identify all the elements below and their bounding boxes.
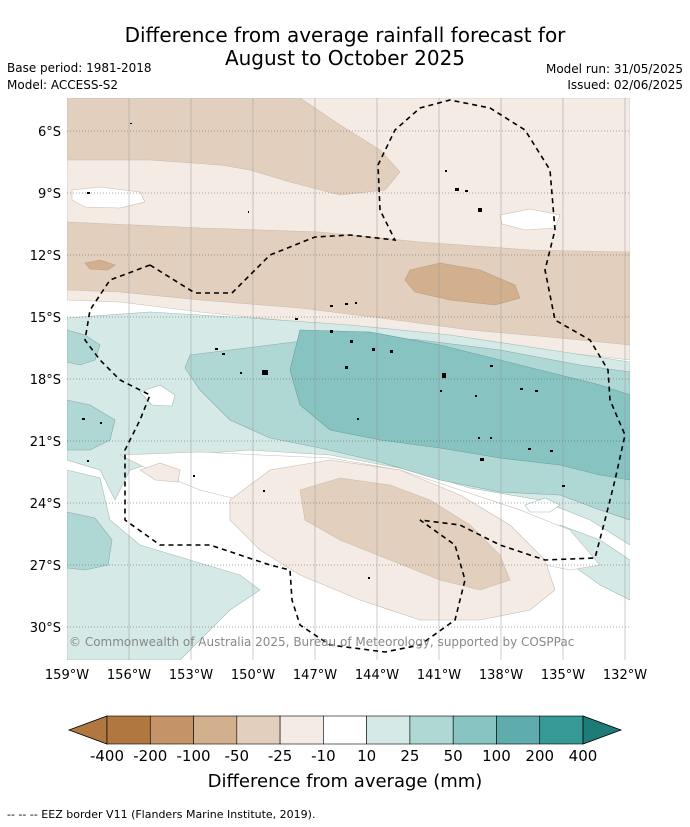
colorbar-tick-label: 50: [444, 747, 463, 765]
colorbar-tick-label: -10: [311, 747, 336, 765]
latitude-labels: 6°S 9°S 12°S 15°S 18°S 21°S 24°S 27°S 30…: [30, 125, 61, 636]
contour-neutral-north-west: [71, 186, 146, 209]
colorbar-tick-label: -200: [133, 747, 167, 765]
colorbar-tick-label: 25: [400, 747, 419, 765]
colorbar-segment: [452, 715, 497, 745]
colorbar-segment: [539, 715, 584, 745]
colorbar-segment: [106, 715, 151, 745]
lon-label: 153°W: [169, 668, 213, 683]
colorbar-tick-label: -25: [268, 747, 293, 765]
colorbar-tick-label: -400: [90, 747, 124, 765]
colorbar-segment: [409, 715, 454, 745]
colorbar-extend-high: [582, 715, 623, 745]
contour-neutral-2: [524, 497, 561, 513]
lon-label: 144°W: [355, 668, 399, 683]
gridlines: [67, 98, 630, 660]
lat-label: 18°S: [30, 373, 61, 388]
title-line-1: Difference from average rainfall forecas…: [124, 23, 566, 47]
lat-label: 30°S: [30, 621, 61, 636]
colorbar-tick-label: -100: [177, 747, 211, 765]
colorbar-tick-label: 10: [357, 747, 376, 765]
colorbar-tick-label: 100: [482, 747, 511, 765]
map-title: Difference from average rainfall forecas…: [0, 24, 690, 70]
colorbar-segment: [193, 715, 238, 745]
colorbar-tick-label: -50: [225, 747, 250, 765]
map-panel: © Commonwealth of Australia 2025, Bureau…: [67, 98, 630, 660]
contour-dry-patch: [404, 262, 521, 306]
colorbar-extend-low: [67, 715, 108, 745]
colorbar-tick-label: 200: [525, 747, 554, 765]
lon-label: 132°W: [603, 668, 647, 683]
colorbar-segment: [366, 715, 411, 745]
lat-label: 24°S: [30, 497, 61, 512]
lon-label: 150°W: [231, 668, 275, 683]
eez-border-french-polynesia: [149, 99, 626, 653]
base-period: Base period: 1981-2018: [7, 61, 152, 75]
lat-label: 12°S: [30, 249, 61, 264]
colorbar-segment: [279, 715, 324, 745]
lat-label: 6°S: [38, 125, 61, 140]
model-name: Model: ACCESS-S2: [7, 78, 119, 92]
issued-date: Issued: 02/06/2025: [567, 78, 683, 92]
contour-wet-strong: [289, 329, 630, 481]
lat-label: 27°S: [30, 559, 61, 574]
colorbar-title: Difference from average (mm): [207, 771, 483, 792]
contour-wet-medium-sw: [67, 399, 116, 451]
lat-label: 21°S: [30, 435, 61, 450]
colorbar-segment: [496, 715, 541, 745]
lon-label: 135°W: [541, 668, 585, 683]
colorbar-segment: [323, 715, 367, 745]
footer-note: -- -- -- EEZ border V11 (Flanders Marine…: [7, 808, 316, 821]
copyright-notice: © Commonwealth of Australia 2025, Bureau…: [69, 635, 574, 649]
colorbar-tick-label: 400: [569, 747, 598, 765]
colorbar-labels: -400 -200 -100 -50 -25 -10 10 25 50 100 200 400: [90, 747, 597, 765]
title-line-2: August to October 2025: [224, 46, 466, 70]
contour-wet-medium-south: [67, 511, 113, 571]
model-run: Model run: 31/05/2025: [545, 62, 683, 76]
colorbar-segment: [149, 715, 194, 745]
contour-dry-south: [299, 477, 511, 591]
lon-label: 147°W: [293, 668, 337, 683]
lon-label: 141°W: [417, 668, 461, 683]
longitude-labels: 159°W 156°W 153°W 150°W 147°W 144°W 141°…: [45, 668, 647, 683]
contour-wet-medium-west: [67, 329, 101, 366]
lon-label: 138°W: [479, 668, 523, 683]
islands: [82, 123, 565, 579]
contour-dry-small-west: [139, 462, 181, 483]
contour-dry-band-top: [67, 98, 401, 196]
rainfall-map: © Commonwealth of Australia 2025, Bureau…: [30, 98, 647, 765]
lat-label: 9°S: [38, 187, 61, 202]
colorbar: [67, 715, 623, 745]
contour-dry-small: [84, 259, 116, 271]
contour-neutral-1: [139, 384, 176, 407]
lat-label: 15°S: [30, 311, 61, 326]
contour-dry-band-mid: [67, 221, 630, 346]
lon-label: 156°W: [107, 668, 151, 683]
colorbar-segment: [236, 715, 281, 745]
lon-label: 159°W: [45, 668, 89, 683]
